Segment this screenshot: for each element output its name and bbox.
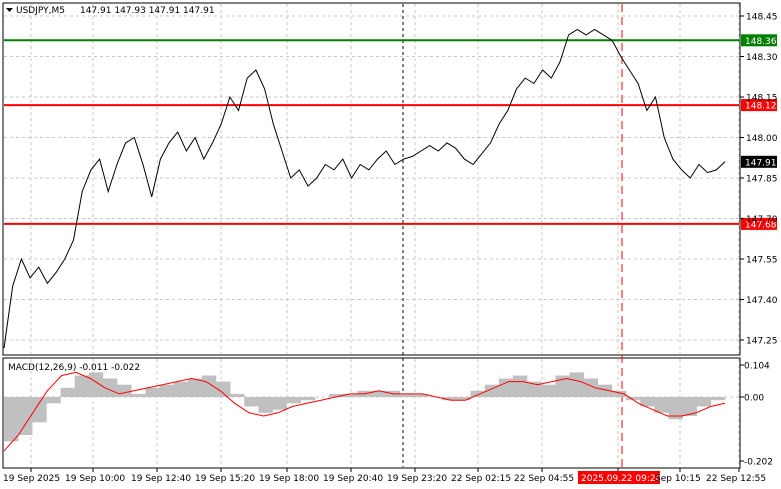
target-level-badge [741,34,777,47]
support-level-badge [741,217,777,230]
macd-histogram-bar [597,384,613,397]
grid-lines [4,4,740,467]
macd-histogram-bar [399,393,415,397]
macd-histogram-bar [18,397,33,435]
time-tick-label: 19 Sep 23:20 [387,474,447,484]
macd-histogram-bar [512,375,528,397]
time-tick-label: 19 Sep 10:00 [65,474,125,484]
macd-histogram-bar [329,393,344,397]
macd-histogram-bar [583,378,598,397]
macd-histogram-bar [456,397,471,401]
macd-histogram-bar [498,378,514,397]
macd-histogram-bar [103,378,118,397]
symbol-timeframe: USDJPY,M5 [16,6,65,16]
macd-histogram-bar [173,381,188,397]
time-tick-label: 19 Sep 15:20 [195,474,255,484]
price-tick-label: 147.70 [746,215,778,225]
macd-histogram-bar [414,393,429,397]
macd-histogram-bar [230,393,245,397]
macd-histogram-bar [611,390,627,397]
macd-histogram-bar [244,397,259,407]
time-tick-label: 22 Sep 12:55 [706,474,766,484]
macd-histogram-bar [300,397,316,401]
price-tick-label: 147.85 [746,175,778,185]
macd-histogram-bar [343,393,358,397]
support-level-label: 147.68 [745,220,777,230]
macd-histogram-bar [4,397,19,442]
current-price-label: 147.91 [745,158,777,168]
time-axis: 19 Sep 2025 19 Sep 10:00 19 Sep 12:40 19 Se… [3,468,766,484]
time-tick-label: 19 Sep 12:40 [131,474,191,484]
macd-tick-label: 0.104 [744,362,770,372]
macd-histogram-bar [131,393,146,397]
price-levels: 148.36 148.12 147.68 [4,34,777,230]
price-tick-label: 148.45 [746,13,778,23]
macd-histogram-bar [74,375,90,397]
time-tick-label: 19 Sep 18:00 [259,474,319,484]
time-tick-label: Sep 10:15 [655,474,701,484]
price-tick-label: 147.25 [746,337,778,347]
macd-histogram-bar [668,397,683,420]
macd-histogram-bar [201,375,217,397]
macd-label: MACD(12,26,9) -0.011 -0.022 [8,363,140,373]
resistance-level-label: 148.12 [745,102,777,112]
price-series: 147.91 [3,28,777,349]
macd-tick-label: -0.202 [744,458,773,468]
macd-histogram-bar [442,397,457,401]
price-tick-label: 148.30 [746,53,778,63]
time-tick-label: 19 Sep 20:40 [323,474,383,484]
macd-histogram-bar [569,372,584,397]
macd-histogram-bar [258,397,273,413]
macd-signal-line [3,371,726,452]
macd-histogram-bar [117,384,132,397]
ohlc-values: 147.91 147.93 147.91 147.91 [80,6,215,16]
macd-histogram-bar [696,397,712,407]
current-time-label: 2025.09.22 09:20 [581,474,662,484]
session-separators [402,4,623,467]
macd-histogram-bar [541,384,556,397]
macd-histogram-bar [682,397,697,416]
macd-histogram-bar [145,387,160,397]
macd-histogram-bar [88,372,104,397]
macd-tick-label: 0.00 [744,394,764,404]
macd-histogram-bar [286,397,302,404]
macd-histogram-bar [710,397,726,401]
time-tick-label: 22 Sep 02:15 [451,474,511,484]
current-price-badge [741,155,777,168]
chart-menu-triangle-icon[interactable] [6,8,13,12]
macd-histogram-bar [371,390,386,397]
macd-histogram-bar [626,397,641,401]
macd-histogram-bar [527,381,542,397]
macd-plot-frame [2,357,741,469]
macd-axis: 0.104 0.00 -0.202 [740,362,773,468]
price-tick-label: 147.55 [746,256,778,266]
macd-histogram-bar [46,397,61,404]
macd-histogram-bar [555,375,570,397]
macd-indicator [3,371,726,452]
macd-histogram-bar [640,397,655,407]
current-time-badge [578,471,660,484]
resistance-level-badge [741,99,777,112]
price-line [3,28,726,349]
price-tick-label: 147.40 [746,296,778,306]
target-level-label: 148.36 [745,37,777,47]
time-tick-label: 19 Sep 2025 [3,474,60,484]
macd-histogram-bar [470,390,485,397]
price-tick-label: 148.00 [746,134,778,144]
time-tick-label: 22 Sep 04:55 [514,474,574,484]
macd-histogram-bar [654,397,669,413]
price-tick-label: 148.15 [746,94,778,104]
macd-histogram-bar [272,397,287,410]
macd-histogram-bar [216,381,231,397]
macd-histogram-bar [60,387,75,397]
price-axis: 148.45148.30148.15148.00147.85147.70147.… [740,13,778,347]
price-plot-frame [2,2,741,356]
macd-histogram-bar [32,397,47,423]
macd-histogram-bar [159,384,174,397]
macd-histogram-bar [187,378,203,397]
